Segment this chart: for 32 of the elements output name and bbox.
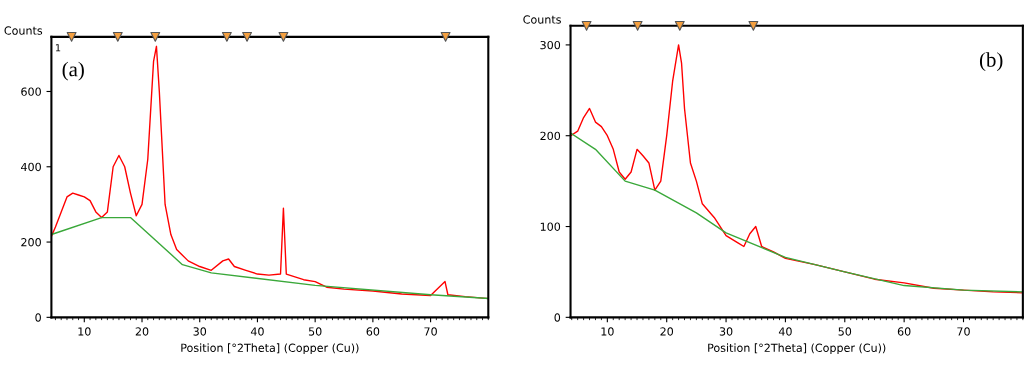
- x-tick-label: 10: [78, 327, 91, 336]
- x-tick-label: 70: [957, 327, 970, 336]
- x-tick-label: 60: [897, 327, 911, 336]
- x-tick-label: 60: [366, 327, 380, 336]
- y-axis-title: Counts: [4, 26, 43, 35]
- x-tick-label: 40: [778, 327, 792, 336]
- annotation: (b): [979, 52, 1003, 72]
- x-axis-title: Position [°2Theta] (Copper (Cu)): [181, 343, 359, 355]
- y-tick-label: 200: [540, 131, 561, 141]
- annotation: (a): [62, 61, 84, 81]
- x-tick-label: 30: [719, 327, 733, 336]
- x-tick-label: 10: [601, 327, 614, 336]
- line-series: [51, 216, 489, 300]
- y-tick-label: 0: [554, 313, 561, 322]
- annotation: 1: [55, 44, 61, 52]
- x-tick-label: 40: [250, 327, 264, 336]
- y-tick-label: 0: [35, 313, 41, 322]
- y-tick-label: 100: [540, 222, 561, 231]
- x-tick-label: 70: [424, 327, 437, 336]
- x-tick-label: 20: [135, 327, 149, 336]
- x-tick-label: 50: [308, 327, 322, 336]
- x-tick-label: 50: [838, 327, 852, 336]
- x-tick-label: 20: [660, 327, 674, 336]
- y-tick-label: 600: [21, 87, 41, 96]
- y-axis-title: Counts: [523, 15, 561, 24]
- line-series: [570, 132, 1023, 293]
- y-tick-label: 300: [540, 40, 561, 50]
- line-series: [570, 44, 1023, 294]
- y-tick-label: 200: [21, 238, 41, 247]
- x-axis-title: Position [°2Theta] (Copper (Cu)): [708, 343, 886, 355]
- y-tick-label: 400: [21, 162, 41, 172]
- x-tick-label: 30: [193, 327, 207, 336]
